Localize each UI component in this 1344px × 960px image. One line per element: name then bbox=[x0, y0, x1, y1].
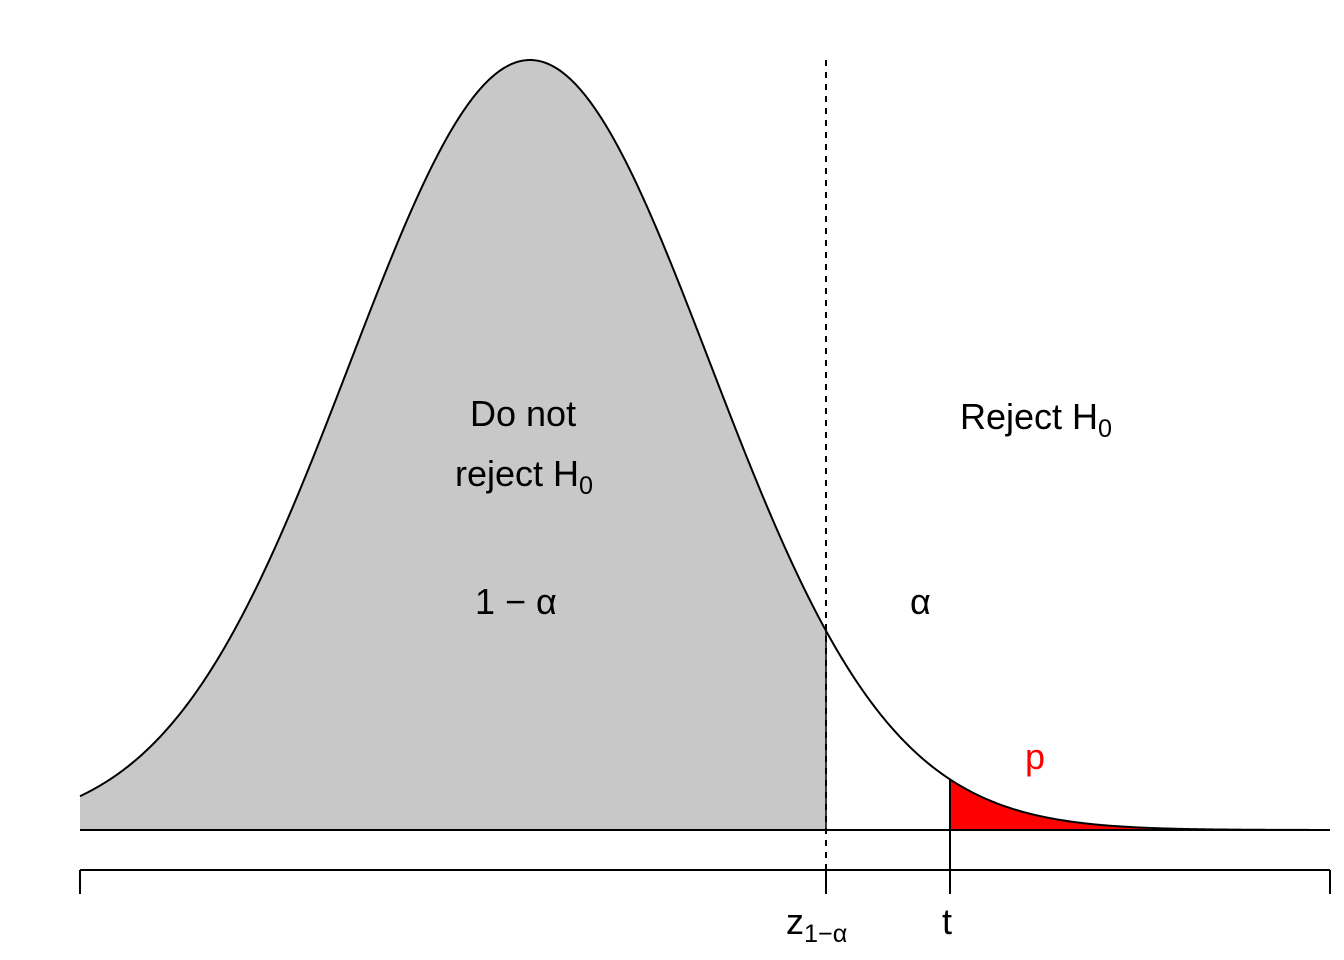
label-do-not-reject-sub: 0 bbox=[579, 472, 593, 500]
label-do-not-reject-prefix: reject H bbox=[455, 453, 579, 494]
label-one-minus-alpha: 1 − α bbox=[475, 580, 557, 623]
axis-label-z-prefix: z bbox=[786, 901, 804, 942]
label-reject-h0: Reject H0 bbox=[960, 395, 1112, 444]
label-p-value: p bbox=[1025, 735, 1045, 778]
axis-label-z-sub: 1−α bbox=[804, 920, 847, 948]
label-do-not-reject-line1: Do not bbox=[470, 392, 576, 435]
label-alpha: α bbox=[910, 580, 931, 623]
axis-label-t: t bbox=[942, 900, 952, 943]
label-do-not-reject-line2: reject H0 bbox=[455, 452, 593, 501]
label-reject-sub: 0 bbox=[1098, 415, 1112, 443]
chart-svg bbox=[0, 0, 1344, 960]
hypothesis-test-chart: Do not reject H0 Reject H0 1 − α α p z1−… bbox=[0, 0, 1344, 960]
label-reject-prefix: Reject H bbox=[960, 396, 1098, 437]
axis-label-z: z1−α bbox=[786, 900, 847, 949]
